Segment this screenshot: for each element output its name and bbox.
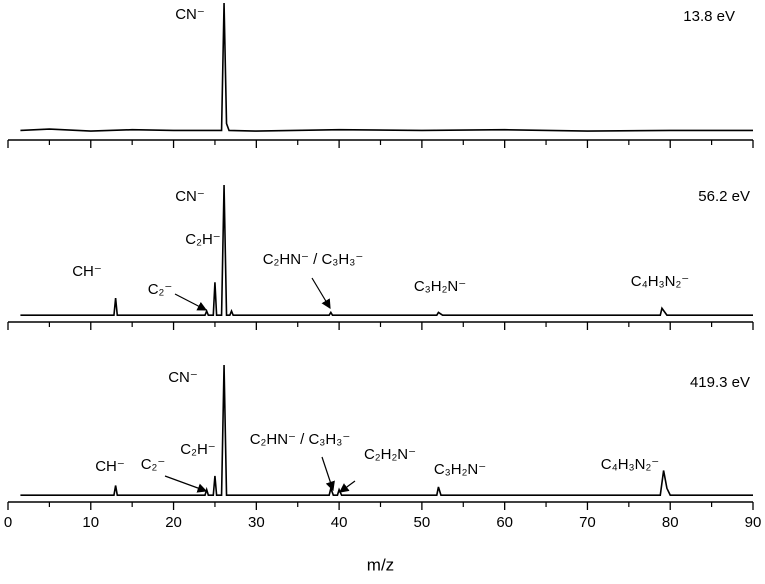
peak-label: C₂⁻ (141, 456, 166, 473)
spectrum-line (20, 184, 753, 316)
peak-label: CN⁻ (175, 188, 205, 205)
x-tick-label: 40 (331, 514, 348, 531)
peak-label: C₄H₃N₂⁻ (631, 273, 689, 290)
spectrum-line (20, 2, 753, 132)
x-tick-label: 20 (165, 514, 182, 531)
peak-label: C₃H₂N⁻ (414, 278, 466, 295)
peak-label: CH⁻ (72, 263, 102, 280)
x-tick-label: 60 (496, 514, 513, 531)
arrow (339, 480, 356, 493)
peak-label: CN⁻ (168, 369, 198, 386)
peak-label: CN⁻ (175, 6, 205, 23)
spectrum-line (20, 364, 753, 496)
energy-label: 56.2 eV (698, 188, 750, 205)
peak-label: C₂H₂N⁻ (364, 446, 416, 463)
peak-label: C₂HN⁻ / C₃H₃⁻ (250, 431, 351, 448)
x-axis-label: m/z (367, 555, 394, 574)
peak-label: CH⁻ (95, 458, 125, 475)
peak-label: C₃H₂N⁻ (434, 461, 486, 478)
x-tick-label: 90 (745, 514, 762, 531)
x-tick-label: 10 (82, 514, 99, 531)
x-tick-label: 0 (4, 514, 12, 531)
arrow (164, 475, 208, 493)
x-tick-label: 30 (248, 514, 265, 531)
energy-label: 419.3 eV (690, 374, 750, 391)
peak-label: C₂H⁻ (185, 231, 220, 248)
peak-label: C₄H₃N₂⁻ (601, 456, 659, 473)
peak-label: C₂HN⁻ / C₃H₃⁻ (263, 251, 364, 268)
x-tick-label: 80 (662, 514, 679, 531)
arrow (174, 293, 208, 311)
arrow (311, 277, 331, 310)
x-tick-label: 50 (414, 514, 431, 531)
energy-label: 13.8 eV (683, 8, 735, 25)
x-tick-label: 70 (579, 514, 596, 531)
peak-label: C₂H⁻ (180, 441, 215, 458)
peak-label: C₂⁻ (148, 281, 173, 298)
arrow (321, 456, 335, 492)
